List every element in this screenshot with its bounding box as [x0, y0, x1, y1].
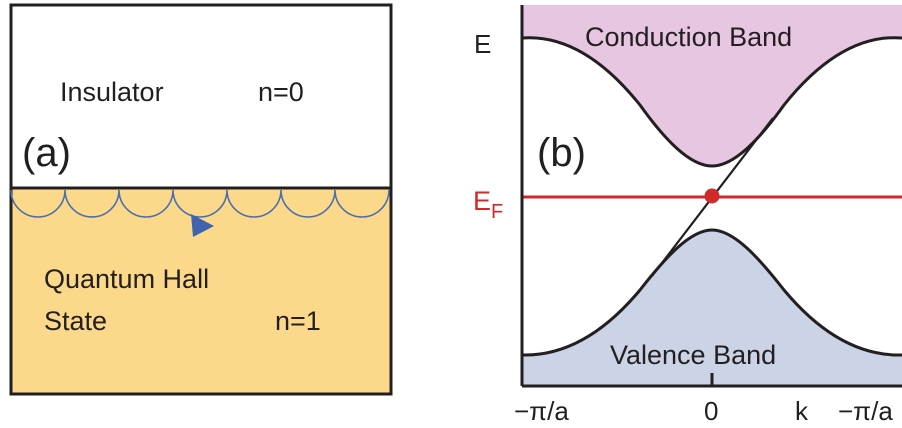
panel-a-frame: [9, 3, 393, 396]
energy-axis-label: E: [474, 29, 491, 59]
panel-b-label: (b): [537, 131, 586, 175]
k-tick-zero: 0: [704, 396, 718, 426]
conduction-band-label: Conduction Band: [585, 22, 792, 52]
fermi-label-subscript: F: [491, 201, 503, 223]
k-axis-label: k: [795, 396, 809, 426]
fermi-label: EF: [473, 186, 503, 223]
qh-label-line1: Quantum Hall: [44, 264, 209, 294]
qh-label-line2: State: [44, 306, 107, 336]
conduction-band-curve: [521, 36, 902, 168]
insulator-n-label: n=0: [258, 77, 304, 107]
fermi-point: [704, 188, 720, 204]
conduction-band-region: [522, 5, 902, 166]
qh-n-label: n=1: [275, 306, 321, 336]
fermi-label-main: E: [473, 186, 491, 216]
valence-band-curve: [521, 228, 902, 357]
valence-band-region: [522, 230, 902, 386]
k-tick-left: −π/a: [514, 396, 569, 426]
panel-a: (a) Insulator n=0 Quantum Hall State n=1: [9, 3, 393, 396]
insulator-label: Insulator: [60, 77, 164, 107]
valence-band-label: Valence Band: [610, 340, 776, 370]
k-tick-right: −π/a: [838, 396, 893, 426]
insulator-region: [11, 5, 391, 188]
edge-state-arcs: [10, 189, 390, 218]
panel-b: (b) E EF Conduction Band Valence Band −π…: [473, 5, 902, 426]
edge-current-arrow-icon: [191, 214, 214, 237]
panel-a-label: (a): [22, 131, 71, 175]
